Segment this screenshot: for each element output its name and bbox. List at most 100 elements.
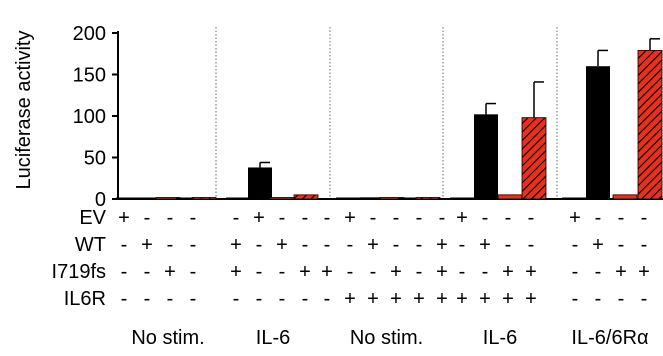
condition-sign: - [190,207,197,229]
y-tick-label: 150 [73,65,106,87]
condition-sign: - [618,288,625,310]
condition-sign: - [505,207,512,229]
condition-sign: + [569,207,581,229]
condition-sign: - [324,288,331,310]
bar [450,197,474,199]
condition-row-label: IL6R [64,288,106,310]
condition-sign: - [167,288,174,310]
bar [191,197,217,200]
condition-sign: - [393,234,400,256]
y-tick-label: 50 [84,148,106,170]
bar [136,197,160,199]
condition-row-label: EV [79,207,106,229]
condition-sign: - [324,234,331,256]
condition-sign: + [592,234,604,256]
bar [226,197,250,199]
condition-sign: + [436,288,448,310]
condition-sign: - [302,207,309,229]
condition-sign: + [164,261,176,283]
condition-sign: + [615,261,627,283]
condition-sign: - [393,207,400,229]
condition-sign: - [439,207,446,229]
condition-sign: - [144,207,151,229]
condition-sign: - [416,261,423,283]
condition-sign: + [118,207,130,229]
condition-sign: - [482,261,489,283]
condition-sign: - [167,234,174,256]
condition-sign: + [230,261,242,283]
condition-table: EV + - - - - + - - - + - - - - + - - - + - - -WT - + - - + - + - - - + - - +… [52,207,650,310]
bar [176,197,200,199]
condition-sign: + [502,261,514,283]
y-axis: 0 50 100 150 200 [73,23,663,211]
condition-sign: - [459,261,466,283]
condition-sign: - [256,261,263,283]
condition-sign: - [121,288,128,310]
bar [398,197,422,199]
condition-sign: - [505,234,512,256]
condition-sign: - [279,207,286,229]
group-labels: No stim. IL-6 No stim. IL-6 IL-6/6Rα [131,327,648,349]
condition-sign: + [344,288,356,310]
bar [269,197,295,200]
condition-sign: - [190,234,197,256]
bar [474,114,498,199]
y-axis-label: Luciferase activity [13,31,35,190]
bar [562,197,586,199]
bar [116,197,140,199]
condition-sign: - [416,207,423,229]
group-label: No stim. [131,327,204,349]
condition-sign: + [390,288,402,310]
group-label: No stim. [350,327,423,349]
condition-sign: + [525,288,537,310]
condition-sign: - [618,207,625,229]
condition-row-label: WT [75,234,106,256]
bar [360,197,384,199]
group-label: IL-6 [256,327,290,349]
condition-sign: + [413,288,425,310]
condition-sign: + [141,234,153,256]
bar [415,197,441,200]
bar [521,117,547,200]
condition-sign: + [456,207,468,229]
group-label: IL-6 [483,327,517,349]
condition-sign: - [279,288,286,310]
bar [637,50,663,200]
condition-sign: - [572,288,579,310]
condition-sign: + [638,261,650,283]
condition-sign: - [233,207,240,229]
condition-sign: - [618,234,625,256]
condition-sign: - [256,288,263,310]
condition-sign: + [502,288,514,310]
condition-sign: + [456,288,468,310]
group-label: IL-6/6Rα [571,327,648,349]
condition-sign: - [324,207,331,229]
condition-sign: - [572,261,579,283]
condition-sign: - [459,234,466,256]
condition-sign: - [190,288,197,310]
condition-sign: - [190,261,197,283]
condition-sign: - [144,261,151,283]
condition-sign: - [528,234,535,256]
group-dividers [215,27,558,199]
condition-sign: + [276,234,288,256]
condition-sign: - [370,261,377,283]
condition-sign: + [367,234,379,256]
y-tick-label: 0 [95,189,106,211]
condition-sign: + [299,261,311,283]
condition-sign: - [641,234,648,256]
condition-sign: - [256,234,263,256]
condition-sign: + [321,261,333,283]
condition-sign: - [167,207,174,229]
condition-sign: - [595,207,602,229]
bar [293,194,319,200]
condition-sign: - [279,261,286,283]
condition-sign: + [479,234,491,256]
bar [497,194,523,200]
condition-sign: + [479,288,491,310]
condition-row-label: I719fs [52,261,106,283]
y-tick-label: 100 [73,106,106,128]
condition-sign: + [390,261,402,283]
condition-sign: - [370,207,377,229]
condition-sign: - [595,261,602,283]
